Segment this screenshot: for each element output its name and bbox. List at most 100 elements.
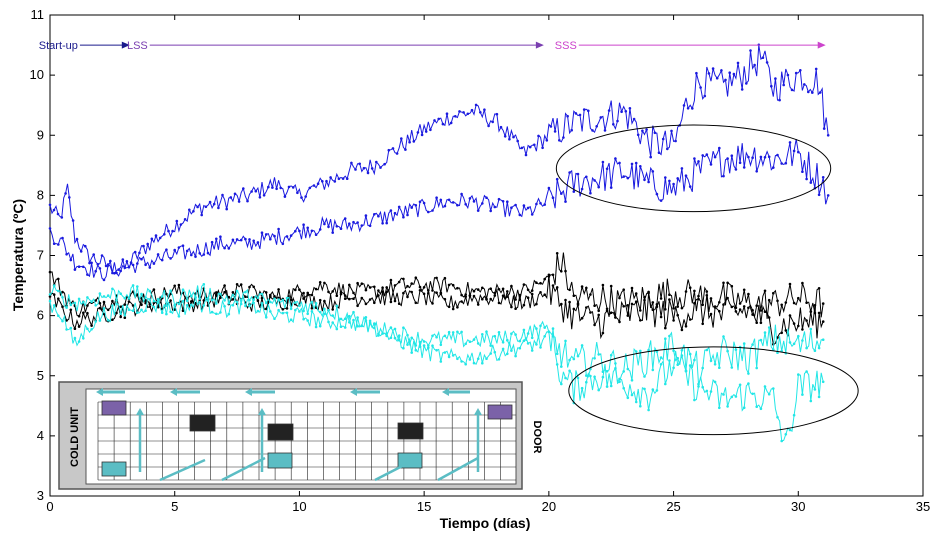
data-point [572,190,576,193]
data-point [77,340,81,343]
data-point [348,321,351,324]
data-point [701,322,704,326]
data-point [239,302,243,306]
data-point [140,303,143,307]
data-point [314,233,318,236]
data-point [672,349,675,353]
data-point [177,246,181,249]
data-point [555,177,559,181]
data-point [634,300,638,304]
data-point [576,354,580,358]
data-point [460,192,463,196]
data-point [277,288,280,291]
data-point [48,203,52,207]
data-point [244,304,247,308]
data-point [626,304,630,307]
data-point [140,308,143,312]
data-point [709,297,713,300]
data-point [742,342,746,345]
data-point [541,146,544,150]
data-point [133,250,137,254]
data-point [730,305,734,309]
data-point [198,300,201,304]
data-point [593,179,596,182]
data-point [416,131,420,134]
data-point [655,350,659,353]
data-point [466,112,470,116]
data-point [418,289,422,292]
data-point [140,292,143,296]
data-point [443,297,447,301]
data-point [447,355,451,359]
data-point [177,302,181,306]
series-layer [48,43,830,443]
data-point [310,229,314,233]
data-point [348,314,351,318]
data-point [352,297,355,301]
data-point [140,257,143,261]
data-point [310,300,314,304]
data-point [510,206,513,209]
inset-inner-frame [85,388,517,485]
data-point [235,289,239,293]
phase-annotations: Start-up LSS SSS [39,40,826,52]
data-point [797,324,800,328]
data-point [119,305,122,309]
data-point [693,398,696,402]
data-point [551,327,555,330]
data-point [718,309,721,313]
data-point [231,238,235,242]
data-point [680,306,684,310]
data-point [202,283,206,286]
data-point [742,288,746,292]
data-point [289,318,293,322]
data-point [726,296,729,300]
data-point [61,305,64,309]
data-point [487,124,490,128]
data-point [684,325,688,328]
data-point [497,358,501,361]
data-point [397,334,401,338]
data-point [715,76,719,80]
data-point [165,248,168,251]
data-point [605,307,609,311]
data-point [601,331,605,335]
data-point [705,153,709,156]
data-point [256,299,260,303]
data-point [119,312,122,316]
data-point [672,319,675,322]
data-point [183,218,187,221]
data-point [755,405,758,409]
data-point [298,229,301,233]
data-point [792,322,796,325]
data-point [636,133,640,137]
data-point [435,196,438,199]
data-point [501,347,505,351]
data-point [788,282,792,286]
data-point [797,150,800,154]
data-point [368,319,372,323]
data-point [784,301,788,304]
data-point [622,386,625,390]
data-point [385,290,389,294]
data-point [697,160,700,163]
data-point [73,336,77,340]
data-point [352,310,355,314]
data-point [530,349,534,352]
data-point [287,185,291,189]
data-point [774,77,777,80]
data-point [726,281,729,285]
y-tick-label: 8 [37,187,44,202]
data-point [92,253,95,256]
data-point [805,301,808,305]
data-point [763,331,767,334]
data-point [323,281,326,285]
data-point [123,316,127,320]
data-point [310,293,314,297]
data-point [630,302,634,306]
data-point [429,128,432,132]
data-point [277,308,280,312]
data-point [427,210,430,214]
data-point [539,202,542,205]
data-point [734,310,738,313]
